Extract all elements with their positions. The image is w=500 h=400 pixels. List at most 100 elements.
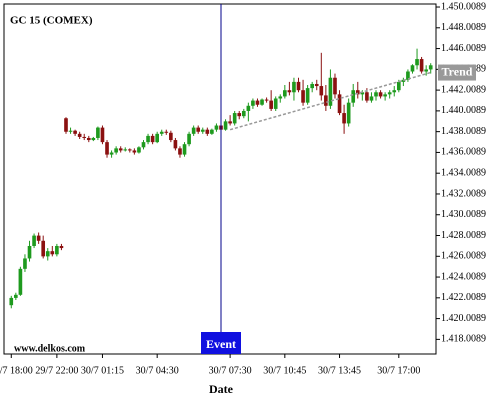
y-tick-label: 1.450.0089 bbox=[441, 1, 486, 12]
candle-body bbox=[396, 81, 401, 91]
candle-body bbox=[246, 105, 251, 111]
candle-body bbox=[159, 131, 164, 134]
candle-body bbox=[77, 133, 82, 137]
candle-body bbox=[287, 90, 292, 93]
candle-body bbox=[96, 127, 100, 138]
y-tick-label: 1.424.0089 bbox=[441, 271, 486, 282]
y-tick-label: 1.436.0089 bbox=[441, 147, 486, 158]
x-tick-label: 30/7 10:45 bbox=[263, 365, 306, 376]
candle-body bbox=[351, 90, 356, 103]
watermark: www.delkos.com bbox=[14, 343, 86, 354]
candle-body bbox=[310, 83, 315, 89]
candle-body bbox=[383, 94, 387, 97]
candle-body bbox=[210, 129, 214, 134]
y-tick-label: 1.430.0089 bbox=[441, 209, 486, 220]
candle-body bbox=[283, 90, 287, 97]
candle-body bbox=[146, 135, 150, 143]
event-tag bbox=[201, 332, 241, 354]
candle-body bbox=[109, 152, 114, 155]
y-tick-label: 1.420.0089 bbox=[441, 313, 486, 324]
candle-body bbox=[278, 96, 283, 99]
candle-body bbox=[369, 96, 374, 101]
candle-body bbox=[337, 94, 342, 114]
candle-body bbox=[387, 92, 392, 95]
x-tick-label: 29/7 22:00 bbox=[35, 365, 78, 376]
candle-body bbox=[314, 83, 319, 87]
candle-body bbox=[150, 135, 155, 143]
candle-body bbox=[305, 88, 310, 103]
candle-body bbox=[360, 92, 365, 95]
y-tick-label: 1.440.0089 bbox=[441, 105, 486, 116]
candle-body bbox=[374, 92, 378, 97]
trend-tag bbox=[438, 64, 476, 81]
candle-body bbox=[173, 140, 178, 149]
candle-body bbox=[301, 90, 305, 103]
candle-body bbox=[255, 100, 260, 105]
candle-body bbox=[59, 245, 64, 249]
x-tick-label: 30/7 13:45 bbox=[318, 365, 361, 376]
candle-body bbox=[401, 79, 406, 82]
candle-body bbox=[342, 113, 346, 124]
candle-body bbox=[273, 98, 278, 109]
candle-body bbox=[191, 127, 196, 134]
event-label: Event bbox=[206, 337, 236, 351]
chart-title: GC 15 (COMEX) bbox=[10, 15, 93, 27]
candle-body bbox=[118, 148, 123, 151]
candle-body bbox=[333, 77, 337, 95]
x-tick-label: 30/7 01:15 bbox=[81, 365, 124, 376]
candle-body bbox=[132, 150, 137, 153]
x-axis-label: Date bbox=[209, 382, 234, 396]
candle-body bbox=[187, 133, 191, 145]
candle-body bbox=[346, 102, 351, 124]
candle-body bbox=[264, 99, 269, 101]
candle-body bbox=[18, 268, 23, 295]
x-tick-label: 30/7 04:30 bbox=[136, 365, 179, 376]
candle-body bbox=[169, 132, 173, 141]
candle-body bbox=[200, 129, 205, 132]
y-tick-label: 1.422.0089 bbox=[441, 292, 486, 303]
candle-body bbox=[228, 121, 232, 124]
candle-body bbox=[378, 92, 383, 97]
x-tick-label: 30/7 07:30 bbox=[209, 365, 252, 376]
candle-body bbox=[415, 59, 419, 66]
candle-body bbox=[205, 129, 210, 134]
candle-body bbox=[196, 127, 201, 132]
candle-body bbox=[105, 142, 109, 155]
candle-body bbox=[64, 118, 68, 132]
candle-body bbox=[182, 144, 187, 155]
candle-body bbox=[86, 137, 91, 141]
plot-frame bbox=[3, 3, 437, 355]
candle-body bbox=[424, 69, 428, 72]
candle-body bbox=[14, 294, 18, 298]
y-tick-label: 1.448.0089 bbox=[441, 22, 486, 33]
candle-body bbox=[91, 137, 96, 141]
x-tick-label: 29/7 18:00 bbox=[0, 365, 33, 376]
trend-label: Trend bbox=[442, 64, 473, 78]
candle-body bbox=[23, 258, 27, 269]
candle-body bbox=[50, 251, 55, 255]
candle-body bbox=[328, 77, 333, 106]
candle-body bbox=[155, 133, 159, 143]
candle-body bbox=[428, 65, 433, 70]
candle-body bbox=[237, 113, 242, 117]
candle-body bbox=[419, 59, 424, 72]
candle-body bbox=[410, 65, 415, 72]
candle-body bbox=[123, 149, 128, 151]
candle-body bbox=[324, 95, 328, 106]
candle-body bbox=[45, 251, 50, 257]
candle-body bbox=[260, 99, 264, 105]
candle-body bbox=[406, 71, 410, 80]
candle-body bbox=[73, 130, 77, 134]
candle-body bbox=[251, 100, 255, 106]
candle-body bbox=[355, 90, 360, 95]
candle-body bbox=[9, 297, 14, 306]
candle-body bbox=[214, 125, 219, 130]
candle-body bbox=[36, 235, 41, 241]
y-tick-label: 1.434.0089 bbox=[441, 167, 486, 178]
candle-body bbox=[319, 86, 324, 96]
candle-body bbox=[114, 148, 118, 153]
candle-body bbox=[137, 147, 141, 153]
candle-body bbox=[392, 90, 397, 93]
